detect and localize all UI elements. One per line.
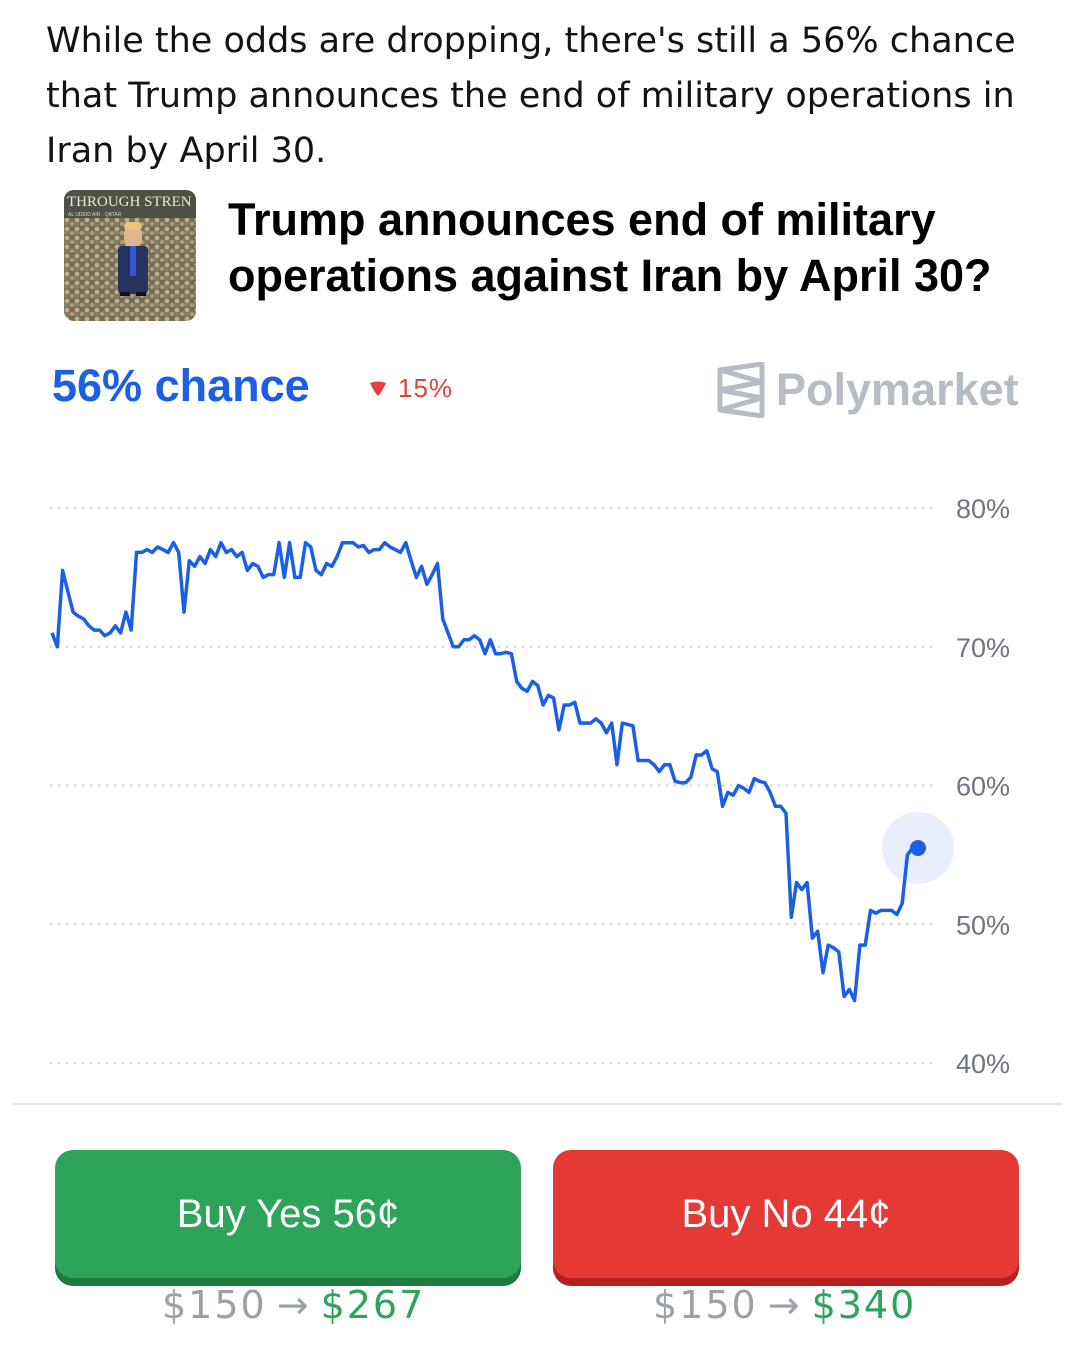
- polymarket-logo-icon: [717, 362, 765, 418]
- triangle-down-icon: [370, 381, 386, 396]
- arrow-right-icon: →: [276, 1283, 311, 1327]
- buy-no-button[interactable]: Buy No 44¢: [553, 1150, 1019, 1278]
- thumbnail-image: THROUGH STREN AL UDEID AIR · QATAR: [64, 190, 196, 321]
- yes-payout: $150 → $267: [162, 1283, 425, 1327]
- no-payout-stake: $150: [653, 1283, 758, 1327]
- y-tick-label: 80%: [956, 494, 1010, 524]
- no-payout: $150 → $340: [653, 1283, 916, 1327]
- post-text: While the odds are dropping, there's sti…: [46, 21, 1016, 171]
- y-tick-label: 60%: [956, 772, 1010, 802]
- arrow-right-icon: →: [767, 1283, 802, 1327]
- brand[interactable]: Polymarket: [716, 362, 1019, 418]
- thumbnail-headline: THROUGH STREN: [67, 194, 192, 210]
- price-chart[interactable]: 80% 70% 60% 50% 40%: [0, 470, 1080, 1090]
- y-tick-label: 50%: [956, 910, 1010, 940]
- y-tick-label: 70%: [956, 633, 1010, 663]
- divider: [12, 1103, 1062, 1105]
- chance-label: 56% chance: [52, 360, 310, 411]
- no-payout-return: $340: [811, 1283, 917, 1327]
- thumbnail-subline: AL UDEID AIR · QATAR: [68, 212, 122, 218]
- buy-yes-button[interactable]: Buy Yes 56¢: [55, 1150, 521, 1278]
- market-title[interactable]: Trump announces end of military operatio…: [228, 194, 992, 301]
- change-value: 15%: [398, 373, 454, 403]
- market-thumbnail[interactable]: THROUGH STREN AL UDEID AIR · QATAR: [64, 190, 196, 321]
- change-indicator: 15%: [368, 373, 453, 404]
- yes-payout-stake: $150: [162, 1283, 267, 1327]
- y-tick-label: 40%: [956, 1049, 1010, 1079]
- brand-name: Polymarket: [776, 364, 1019, 415]
- price-line: [50, 540, 918, 1003]
- current-point: [910, 839, 926, 856]
- yes-payout-return: $267: [320, 1283, 426, 1327]
